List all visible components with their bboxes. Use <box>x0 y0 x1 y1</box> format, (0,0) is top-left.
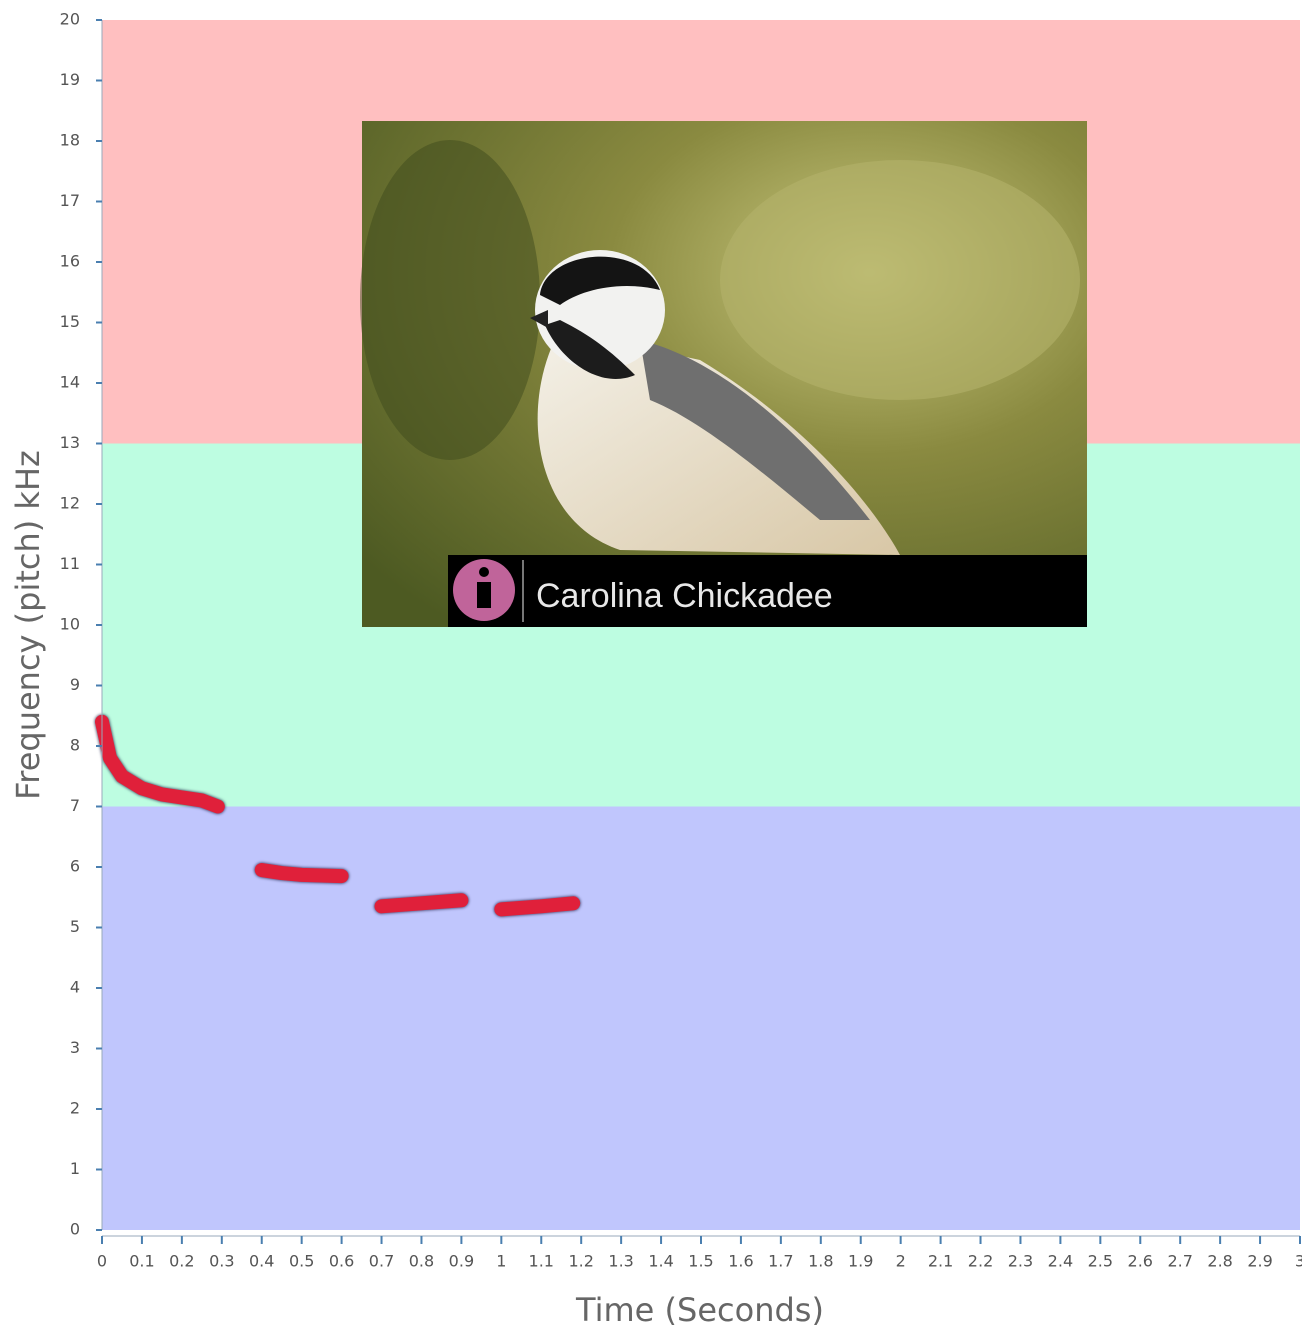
x-tick-label: 0.2 <box>169 1252 194 1271</box>
x-tick-label: 2.1 <box>928 1252 953 1271</box>
y-tick-label: 10 <box>60 615 80 634</box>
note-trace <box>382 900 462 906</box>
page: Carolina Chickadee 012345678910111213141… <box>0 0 1302 1337</box>
x-tick-label: 1.4 <box>648 1252 673 1271</box>
y-tick-label: 14 <box>60 373 80 392</box>
photo-foliage <box>720 160 1080 400</box>
x-tick-label: 0.4 <box>249 1252 274 1271</box>
x-tick-label: 1.6 <box>728 1252 753 1271</box>
info-icon-dot <box>479 567 489 577</box>
photo-inset: Carolina Chickadee <box>360 121 1087 627</box>
note-trace <box>501 903 573 909</box>
photo-foliage <box>360 140 540 460</box>
x-tick-label: 1.1 <box>529 1252 554 1271</box>
x-tick-label: 1.9 <box>848 1252 873 1271</box>
x-tick-label: 0 <box>97 1252 107 1271</box>
x-tick-label: 0.9 <box>449 1252 474 1271</box>
x-tick-label: 0.5 <box>289 1252 314 1271</box>
y-tick-label: 19 <box>60 70 80 89</box>
y-tick-label: 2 <box>70 1099 80 1118</box>
note-trace <box>262 870 342 876</box>
y-axis-title: Frequency (pitch) kHz <box>9 450 47 800</box>
x-tick-label: 1 <box>496 1252 506 1271</box>
x-tick-label: 0.3 <box>209 1252 234 1271</box>
y-tick-label: 8 <box>70 736 80 755</box>
y-tick-label: 1 <box>70 1159 80 1178</box>
photo-caption: Carolina Chickadee <box>536 577 833 615</box>
y-tick-label: 12 <box>60 494 80 513</box>
y-tick-label: 0 <box>70 1220 80 1239</box>
x-tick-label: 2 <box>896 1252 906 1271</box>
x-tick-label: 2.8 <box>1207 1252 1232 1271</box>
x-tick-label: 3 <box>1295 1252 1302 1271</box>
x-tick-label: 1.2 <box>568 1252 593 1271</box>
x-tick-label: 1.8 <box>808 1252 833 1271</box>
x-tick-label: 2.7 <box>1167 1252 1192 1271</box>
x-tick-label: 2.9 <box>1247 1252 1272 1271</box>
y-tick-label: 13 <box>60 433 80 452</box>
y-tick-label: 4 <box>70 978 80 997</box>
y-tick-label: 15 <box>60 312 80 331</box>
y-tick-label: 7 <box>70 796 80 815</box>
x-tick-label: 0.1 <box>129 1252 154 1271</box>
x-tick-label: 0.7 <box>369 1252 394 1271</box>
y-tick-label: 9 <box>70 675 80 694</box>
x-tick-label: 2.5 <box>1088 1252 1113 1271</box>
y-tick-label: 16 <box>60 252 80 271</box>
y-tick-label: 5 <box>70 917 80 936</box>
y-tick-label: 3 <box>70 1038 80 1057</box>
x-tick-label: 2.3 <box>1008 1252 1033 1271</box>
x-tick-label: 1.3 <box>608 1252 633 1271</box>
x-tick-label: 2.4 <box>1048 1252 1073 1271</box>
x-tick-label: 2.6 <box>1128 1252 1153 1271</box>
y-tick-label: 18 <box>60 131 80 150</box>
x-tick-label: 0.6 <box>329 1252 354 1271</box>
y-tick-label: 11 <box>60 554 80 573</box>
x-tick-label: 1.5 <box>688 1252 713 1271</box>
x-tick-label: 2.2 <box>968 1252 993 1271</box>
x-axis-title: Time (Seconds) <box>575 1291 824 1329</box>
chart: Carolina Chickadee 012345678910111213141… <box>0 0 1302 1337</box>
info-icon-stem <box>477 582 491 608</box>
y-tick-label: 17 <box>60 191 80 210</box>
y-tick-label: 6 <box>70 857 80 876</box>
y-tick-label: 20 <box>60 10 80 29</box>
x-tick-label: 0.8 <box>409 1252 434 1271</box>
x-tick-label: 1.7 <box>768 1252 793 1271</box>
